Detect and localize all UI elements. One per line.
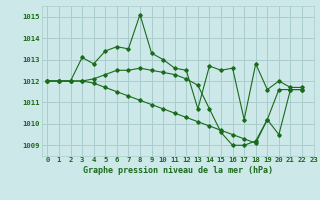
X-axis label: Graphe pression niveau de la mer (hPa): Graphe pression niveau de la mer (hPa) xyxy=(83,166,273,175)
